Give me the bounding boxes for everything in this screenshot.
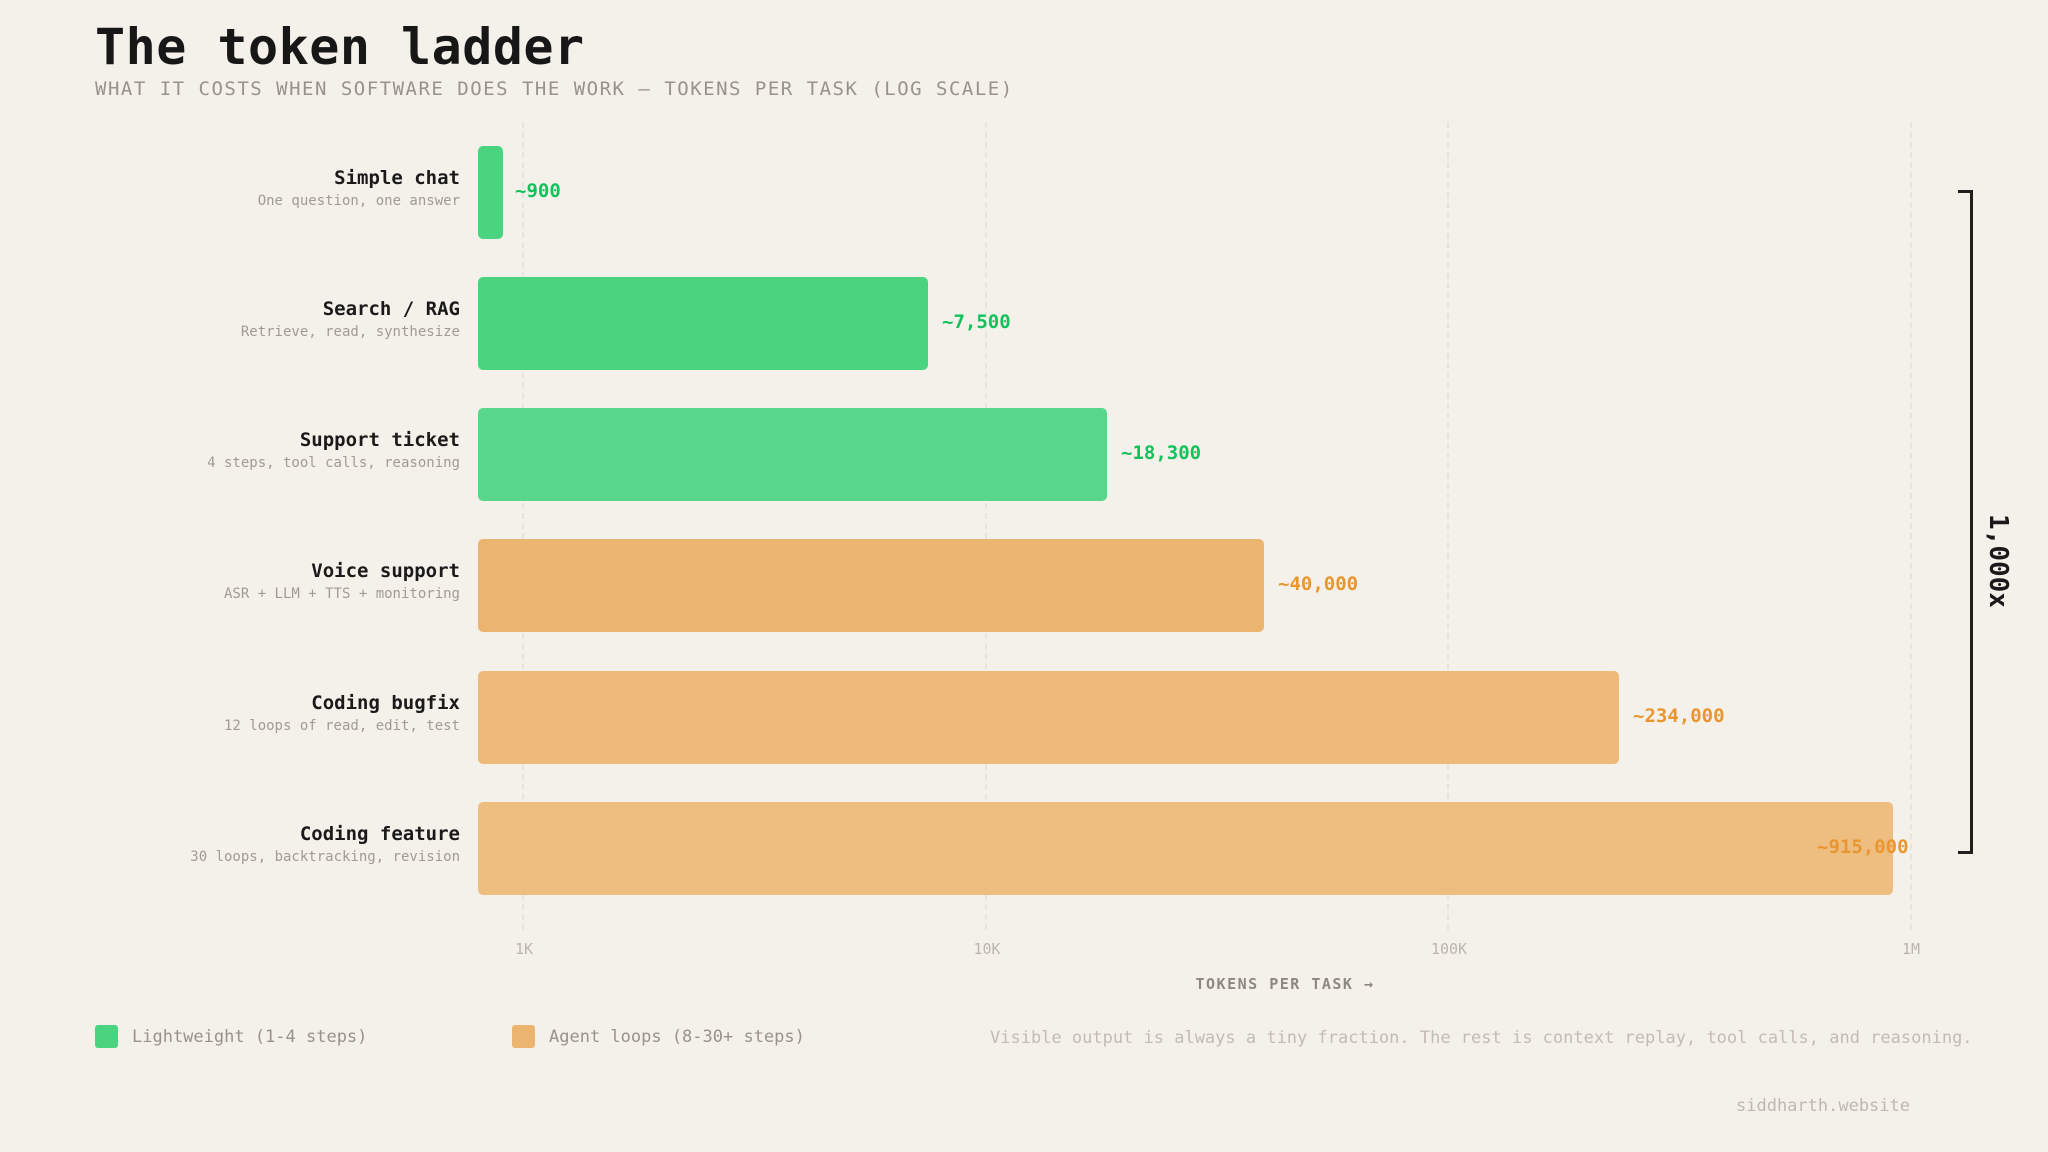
legend-label: Lightweight (1-4 steps) bbox=[132, 1026, 368, 1047]
range-bracket bbox=[1958, 190, 1973, 854]
value-label: ~18,300 bbox=[1121, 442, 1202, 464]
row-label: Simple chat One question, one answer bbox=[258, 166, 460, 212]
credit-link[interactable]: siddharth.website bbox=[1736, 1096, 1910, 1116]
x-tick-1k: 1K bbox=[514, 940, 534, 958]
row-label: Search / RAG Retrieve, read, synthesize bbox=[241, 297, 460, 343]
legend-item-lightweight: Lightweight (1-4 steps) bbox=[95, 1025, 367, 1048]
row-name: Support ticket bbox=[299, 429, 460, 451]
bar bbox=[478, 146, 503, 239]
x-tick-100k: 100K bbox=[1430, 940, 1468, 958]
row-desc: Retrieve, read, synthesize bbox=[240, 324, 460, 340]
legend-label: Agent loops (8-30+ steps) bbox=[549, 1026, 805, 1047]
row-name: Coding bugfix bbox=[311, 692, 460, 714]
gridline-1m bbox=[1910, 122, 1912, 930]
bar-row-voice-support: Voice support ASR + LLM + TTS + monitori… bbox=[0, 539, 2048, 632]
gridline-1k bbox=[522, 122, 524, 930]
value-label: ~7,500 bbox=[942, 311, 1011, 333]
row-label: Support ticket 4 steps, tool calls, reas… bbox=[207, 428, 460, 474]
page-title: The token ladder bbox=[95, 18, 585, 76]
range-bracket-label: 1,000x bbox=[1983, 514, 2013, 608]
legend-swatch-orange bbox=[512, 1025, 535, 1048]
legend-item-agent-loops: Agent loops (8-30+ steps) bbox=[512, 1025, 805, 1048]
bar bbox=[478, 671, 1619, 764]
footnote: Visible output is always a tiny fraction… bbox=[990, 1028, 1973, 1048]
row-desc: 30 loops, backtracking, revision bbox=[190, 849, 460, 865]
bar-row-simple-chat: Simple chat One question, one answer ~90… bbox=[0, 146, 2048, 239]
bar-row-coding-bugfix: Coding bugfix 12 loops of read, edit, te… bbox=[0, 671, 2048, 764]
value-label: ~40,000 bbox=[1278, 573, 1359, 595]
page-subtitle: WHAT IT COSTS WHEN SOFTWARE DOES THE WOR… bbox=[95, 78, 1014, 100]
row-name: Search / RAG bbox=[322, 298, 460, 320]
bar-row-coding-feature: Coding feature 30 loops, backtracking, r… bbox=[0, 802, 2048, 895]
row-name: Simple chat bbox=[334, 167, 460, 189]
row-desc: ASR + LLM + TTS + monitoring bbox=[223, 586, 460, 602]
value-label: ~234,000 bbox=[1633, 705, 1725, 727]
legend-swatch-green bbox=[95, 1025, 118, 1048]
bar-row-support-ticket: Support ticket 4 steps, tool calls, reas… bbox=[0, 408, 2048, 501]
gridline-10k bbox=[985, 122, 987, 930]
row-label: Coding bugfix 12 loops of read, edit, te… bbox=[224, 691, 460, 737]
value-label: ~915,000 bbox=[1817, 836, 1909, 858]
row-name: Voice support bbox=[311, 560, 460, 582]
x-axis-label: TOKENS PER TASK → bbox=[1195, 975, 1375, 993]
x-tick-10k: 10K bbox=[973, 940, 1001, 958]
row-name: Coding feature bbox=[299, 823, 460, 845]
x-tick-1m: 1M bbox=[1901, 940, 1921, 958]
bar bbox=[478, 802, 1893, 895]
bar bbox=[478, 539, 1264, 632]
row-desc: 12 loops of read, edit, test bbox=[223, 718, 460, 734]
row-desc: One question, one answer bbox=[257, 193, 460, 209]
row-label: Voice support ASR + LLM + TTS + monitori… bbox=[224, 559, 460, 605]
bar bbox=[478, 408, 1107, 501]
row-desc: 4 steps, tool calls, reasoning bbox=[207, 455, 460, 471]
bar-row-search-rag: Search / RAG Retrieve, read, synthesize … bbox=[0, 277, 2048, 370]
row-label: Coding feature 30 loops, backtracking, r… bbox=[190, 822, 460, 868]
bar bbox=[478, 277, 928, 370]
gridline-100k bbox=[1447, 122, 1449, 930]
value-label: ~900 bbox=[515, 180, 561, 202]
